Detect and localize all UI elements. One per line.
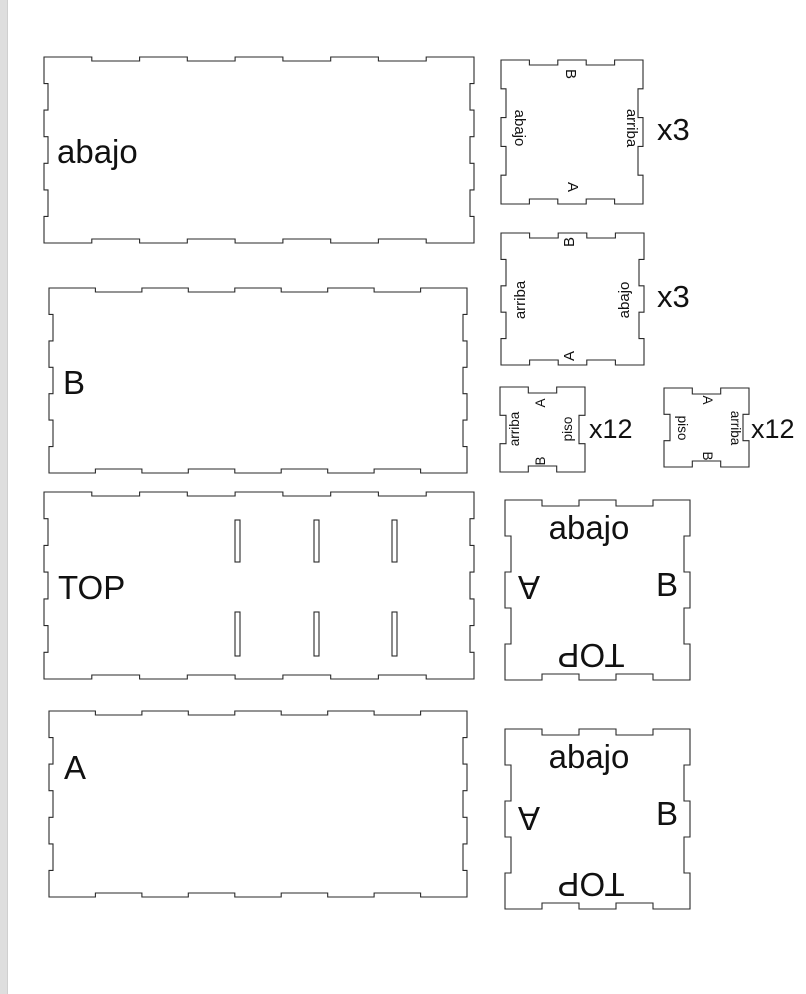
- big-panel-a: A: [48, 710, 468, 898]
- small-panel-2: arriba abajo B A x3: [500, 232, 690, 366]
- end-panel-outline: [504, 728, 691, 910]
- slot: [391, 519, 398, 563]
- big-panel-abajo: abajo: [43, 56, 475, 244]
- small-panel-outline: [500, 232, 645, 366]
- tiny-panel-outline: [499, 386, 586, 473]
- big-panel-label: B: [63, 364, 85, 401]
- end-panel-label-left: A: [518, 800, 540, 837]
- end-panel-label-left: A: [518, 569, 540, 606]
- small-panel-label-right: arriba: [623, 109, 640, 148]
- tiny-panel-label-arriba: arriba: [728, 411, 743, 446]
- slot: [234, 519, 241, 563]
- big-panel-outline: [43, 56, 475, 244]
- end-panel-outline: [504, 499, 691, 681]
- tiny-panel-label-piso: piso: [560, 417, 575, 442]
- small-panel-label-bottom: A: [564, 182, 581, 192]
- end-panel-label-top: abajo: [549, 738, 630, 775]
- end-panel-label-top: abajo: [549, 509, 630, 546]
- slot: [313, 611, 320, 657]
- slot: [391, 611, 398, 657]
- slot: [313, 519, 320, 563]
- tiny-panel-label-a: A: [700, 395, 715, 404]
- big-panel-label: abajo: [57, 133, 138, 170]
- quantity-label: x12: [751, 414, 795, 444]
- end-panel-1: abajo A B TOP: [504, 499, 691, 681]
- big-panel-b: B: [48, 287, 468, 474]
- big-panel-outline: [48, 710, 468, 898]
- tiny-panel-label-a: A: [533, 398, 548, 407]
- end-panel-label-right: B: [656, 566, 678, 603]
- end-panel-2: abajo A B TOP: [504, 728, 691, 910]
- small-panel-outline: [500, 59, 644, 205]
- quantity-label: x12: [589, 414, 633, 444]
- quantity-label: x3: [657, 112, 690, 147]
- small-panel-label-bottom: A: [561, 351, 578, 361]
- end-panel-label-right: B: [656, 795, 678, 832]
- page-gutter: [0, 0, 8, 994]
- divider-slots: [234, 519, 398, 657]
- tiny-panel-label-b: B: [700, 451, 715, 460]
- big-panel-label: A: [64, 749, 86, 786]
- tiny-panel-label-piso: piso: [675, 416, 690, 441]
- small-panel-label-right: abajo: [616, 282, 633, 319]
- small-panel-label-left: abajo: [511, 110, 528, 147]
- end-panel-label-bottom: TOP: [557, 637, 624, 674]
- quantity-label: x3: [657, 279, 690, 314]
- end-panel-label-bottom: TOP: [557, 866, 624, 903]
- tiny-panel-1: arriba piso A B x12: [499, 386, 633, 473]
- big-panel-outline: [48, 287, 468, 474]
- small-panel-label-top: B: [561, 237, 578, 247]
- small-panel-label-left: arriba: [512, 280, 529, 319]
- small-panel-1: abajo arriba B A x3: [500, 59, 690, 205]
- slot: [234, 611, 241, 657]
- big-panel-outline: [43, 491, 475, 680]
- tiny-panel-label-arriba: arriba: [507, 411, 522, 446]
- tiny-panel-outline: [663, 387, 750, 468]
- small-panel-label-top: B: [562, 69, 579, 79]
- tiny-panel-2: arriba piso A B x12: [663, 387, 795, 468]
- big-panel-top: TOP: [43, 491, 475, 680]
- big-panel-label: TOP: [58, 569, 125, 606]
- tiny-panel-label-b: B: [533, 456, 548, 465]
